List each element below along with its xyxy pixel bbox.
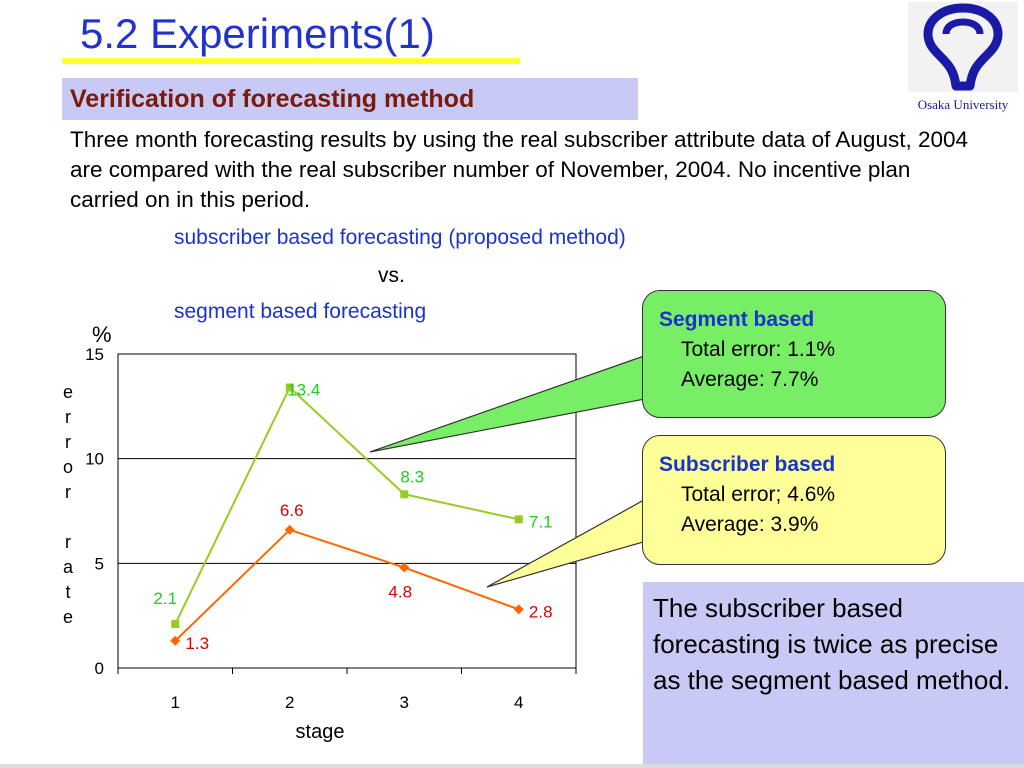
callout-average: Average: 7.7% <box>681 368 819 391</box>
series-line <box>174 528 520 642</box>
bottom-divider <box>0 764 1024 768</box>
data-label: 1.3 <box>185 634 209 653</box>
plot-border <box>117 353 577 669</box>
data-point-marker <box>170 635 181 646</box>
data-label: 7.1 <box>529 512 553 531</box>
subtitle-box <box>62 78 638 120</box>
data-label: 6.6 <box>280 501 304 520</box>
data-point-marker <box>171 620 180 629</box>
data-point-marker <box>514 515 523 524</box>
section-subtitle: Verification of forecasting method <box>70 85 475 113</box>
x-tick-label: 1 <box>171 693 180 712</box>
y-tick-label: 15 <box>85 345 104 364</box>
segment-method-label: segment based forecasting <box>174 300 427 323</box>
logo-label: Osaka University <box>917 97 1009 112</box>
data-label: 2.1 <box>153 589 177 608</box>
segment-based-callout: Segment based Total error: 1.1% Average:… <box>642 290 946 418</box>
callout-total-error: Total error; 4.6% <box>681 483 836 506</box>
slide-title: 5.2 Experiments(1) <box>80 10 435 57</box>
callout-total-error: Total error: 1.1% <box>681 338 836 361</box>
y-tick-label: 0 <box>95 659 104 678</box>
data-point-marker <box>284 524 295 535</box>
x-tick-label: 4 <box>514 693 523 712</box>
error-rate-line-chart: 0 5 10 15 1 2 3 4 stage% e r r o r r a t e 2.1 13.4 8.3 7.1 1… <box>63 322 577 743</box>
osaka-university-emblem-icon <box>908 2 1018 92</box>
data-label: 13.4 <box>287 380 320 399</box>
proposed-method-label: subscriber based forecasting (proposed m… <box>174 226 626 249</box>
callout-average: Average: 3.9% <box>681 513 819 536</box>
data-label: 8.3 <box>400 467 424 486</box>
data-label: 2.8 <box>529 602 553 621</box>
versus-label: vs. <box>378 264 405 287</box>
data-label: 4.8 <box>388 583 412 602</box>
x-tick-label: 3 <box>400 693 409 712</box>
y-tick-label: 5 <box>95 554 104 573</box>
data-point-marker <box>399 562 410 573</box>
y-unit-label: % <box>92 322 112 347</box>
data-point-marker <box>513 604 524 615</box>
title-underline <box>62 58 520 64</box>
y-tick-label: 10 <box>85 450 104 469</box>
series-line <box>174 385 519 625</box>
callout-heading: Subscriber based <box>659 453 836 476</box>
x-axis-title: stage <box>296 721 345 743</box>
callout-heading: Segment based <box>659 308 815 331</box>
data-point-marker <box>400 490 409 499</box>
description-paragraph: Three month forecasting results by using… <box>70 127 969 212</box>
x-tick-label: 2 <box>285 693 294 712</box>
subscriber-based-callout: Subscriber based Total error; 4.6% Avera… <box>642 435 946 565</box>
data-point-marker <box>285 383 294 392</box>
conclusion-box: The subscriber based forecasting is twic… <box>643 582 1024 768</box>
